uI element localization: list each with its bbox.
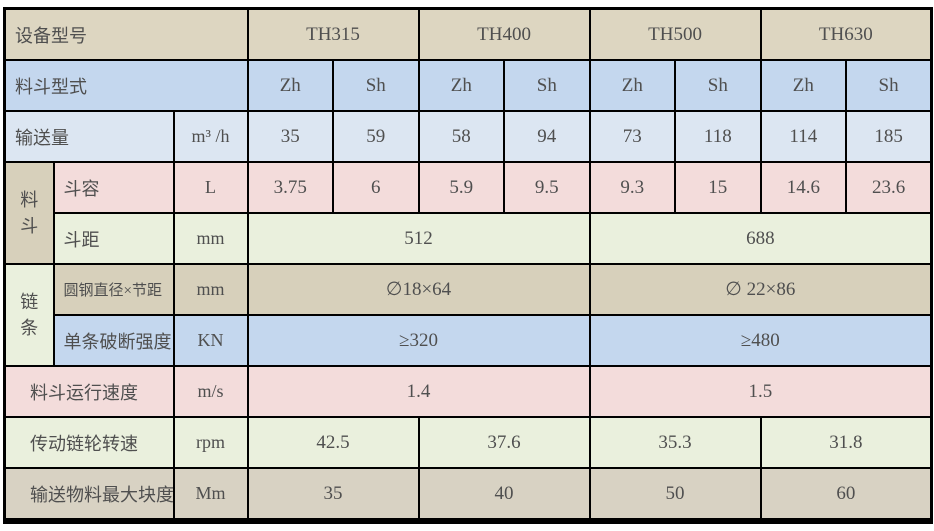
bucket-volume-label: 斗容 [52,161,175,214]
max-lump-cell: 40 [417,467,591,522]
capacity-cell: 35 [246,110,335,163]
hopper-type-label: 料斗型式 [3,59,249,112]
running-speed-unit: m/s [172,365,249,418]
bucket-volume-cell: 5.9 [417,161,506,214]
model-th500: TH500 [588,7,762,61]
running-speed-cell: 1.4 [246,365,591,418]
hopper-type-cell: Zh [759,59,848,112]
running-speed-cell: 1.5 [588,365,933,418]
bucket-volume-cell: 23.6 [845,161,933,214]
model-th315: TH315 [246,7,420,61]
capacity-cell: 114 [759,110,848,163]
capacity-cell: 73 [588,110,677,163]
max-lump-cell: 60 [759,467,933,522]
bucket-pitch-unit: mm [172,212,249,265]
running-speed-label: 料斗运行速度 [3,365,175,418]
row-bucket-volume: 料斗 斗容 L 3.75 6 5.9 9.5 9.3 15 14.6 23.6 [3,161,933,265]
breaking-strength-label: 单条破断强度 [52,314,175,367]
breaking-strength-cell: ≥480 [588,314,933,367]
sprocket-speed-unit: rpm [172,416,249,469]
chain-dia-pitch-cell: ∅18×64 [246,263,591,316]
chain-dia-pitch-label: 圆钢直径×节距 [52,263,175,316]
row-sprocket-speed: 传动链轮转速 rpm 42.5 37.6 35.3 31.8 [3,416,933,469]
hopper-type-cell: Zh [246,59,335,112]
hopper-type-cell: Zh [417,59,506,112]
device-model-label: 设备型号 [3,7,249,61]
chain-dia-pitch-cell: ∅ 22×86 [588,263,933,316]
chain-dia-pitch-unit: mm [172,263,249,316]
chain-group-label: 链条 [3,263,55,367]
row-hopper-type: 料斗型式 Zh Sh Zh Sh Zh Sh Zh Sh [3,59,933,112]
capacity-cell: 59 [332,110,420,163]
capacity-cell: 118 [674,110,762,163]
capacity-label: 输送量 [3,110,175,163]
hopper-group-label: 料斗 [3,161,55,265]
bucket-volume-cell: 6 [332,161,420,214]
capacity-unit: m³ /h [172,110,249,163]
bucket-volume-cell: 15 [674,161,762,214]
max-lump-cell: 50 [588,467,762,522]
row-chain-dia-pitch: 链条 圆钢直径×节距 mm ∅18×64 ∅ 22×86 [3,263,933,367]
bucket-volume-cell: 14.6 [759,161,848,214]
sprocket-speed-cell: 42.5 [246,416,420,469]
sprocket-speed-cell: 35.3 [588,416,762,469]
row-capacity: 输送量 m³ /h 35 59 58 94 73 118 114 185 [3,110,933,163]
capacity-cell: 58 [417,110,506,163]
sprocket-speed-cell: 37.6 [417,416,591,469]
hopper-type-cell: Sh [674,59,762,112]
breaking-strength-cell: ≥320 [246,314,591,367]
max-lump-cell: 35 [246,467,420,522]
capacity-cell: 94 [503,110,591,163]
max-lump-label: 输送物料最大块度 [3,467,175,522]
spec-table: 设备型号 TH315 TH400 TH500 TH630 料斗型式 Zh Sh … [3,7,934,524]
bucket-pitch-label: 斗距 [52,212,175,265]
row-breaking-strength: 单条破断强度 KN ≥320 ≥480 [5,314,933,367]
bucket-volume-cell: 9.5 [503,161,591,214]
bucket-volume-unit: L [172,161,249,214]
sprocket-speed-cell: 31.8 [759,416,933,469]
bucket-pitch-cell: 512 [246,212,591,265]
row-running-speed: 料斗运行速度 m/s 1.4 1.5 [3,365,933,418]
hopper-type-cell: Sh [503,59,591,112]
capacity-cell: 185 [845,110,933,163]
hopper-type-cell: Sh [332,59,420,112]
bucket-pitch-cell: 688 [588,212,933,265]
bucket-volume-cell: 3.75 [246,161,335,214]
row-device-model: 设备型号 TH315 TH400 TH500 TH630 [3,7,933,61]
hopper-type-cell: Sh [845,59,933,112]
bucket-volume-cell: 9.3 [588,161,677,214]
row-bucket-pitch: 斗距 mm 512 688 [5,212,933,265]
row-max-lump-size: 输送物料最大块度 Mm 35 40 50 60 [3,467,933,522]
sprocket-speed-label: 传动链轮转速 [3,416,175,469]
breaking-strength-unit: KN [172,314,249,367]
model-th630: TH630 [759,7,933,61]
max-lump-unit: Mm [172,467,249,522]
model-th400: TH400 [417,7,591,61]
hopper-type-cell: Zh [588,59,677,112]
